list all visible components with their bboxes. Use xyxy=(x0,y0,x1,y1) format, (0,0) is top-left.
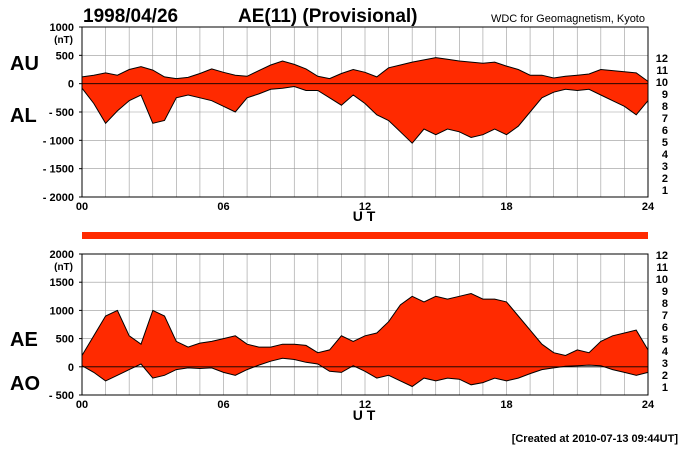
y-tick-label: 1000 xyxy=(50,22,74,34)
x-tick-label: 00 xyxy=(76,201,88,213)
y-tick-label: - 1000 xyxy=(43,135,74,147)
x-tick-label: 24 xyxy=(642,399,655,411)
x-tick-label: 06 xyxy=(217,399,229,411)
station-legend-5: 5 xyxy=(662,334,668,346)
y-unit-label: (nT) xyxy=(54,262,73,273)
y-tick-label: - 2000 xyxy=(43,192,74,204)
chart-title: AE(11) (Provisional) xyxy=(238,6,418,27)
envelope-fill xyxy=(82,57,648,144)
station-legend-10: 10 xyxy=(656,274,668,286)
station-legend-10: 10 xyxy=(656,77,668,89)
y-tick-label: - 1500 xyxy=(43,164,74,176)
station-legend-11: 11 xyxy=(656,262,668,274)
station-legend-12: 12 xyxy=(656,250,668,262)
station-legend-2: 2 xyxy=(662,370,668,382)
station-legend-11: 11 xyxy=(656,65,668,77)
series-line-ao xyxy=(81,357,649,388)
y-tick-label: - 500 xyxy=(49,390,74,402)
series-label-ae: AE xyxy=(10,329,38,351)
x-axis-label: U T xyxy=(353,407,376,423)
station-legend-2: 2 xyxy=(662,173,668,185)
y-tick-label: 1500 xyxy=(50,277,74,289)
station-legend-8: 8 xyxy=(662,298,668,310)
au-al-panel: (nT) AU AL U T 1000 500 0 - 500 - 1000 - 1500… xyxy=(10,22,655,224)
series-line-au xyxy=(81,57,649,82)
date-title: 1998/04/26 xyxy=(83,6,178,27)
x-tick-label: 12 xyxy=(359,201,371,213)
series-line-al xyxy=(81,85,649,144)
y-unit-label: (nT) xyxy=(54,35,73,46)
series-label-ao: AO xyxy=(10,373,40,395)
series-label-au: AU xyxy=(10,53,39,75)
station-legend-1: 1 xyxy=(662,382,668,394)
station-legend-7: 7 xyxy=(662,113,668,125)
station-legend-4: 4 xyxy=(662,149,669,161)
y-tick-label: - 500 xyxy=(49,107,74,119)
series-line-ae xyxy=(81,292,649,357)
station-legend-3: 3 xyxy=(662,358,668,370)
y-tick-label: 1000 xyxy=(50,305,74,317)
x-tick-label: 18 xyxy=(500,399,512,411)
station-legend-4: 4 xyxy=(662,346,669,358)
station-legend-6: 6 xyxy=(662,322,668,334)
y-tick-label: 500 xyxy=(56,50,74,62)
source-label: WDC for Geomagnetism, Kyoto xyxy=(491,13,645,25)
y-tick-label: 2000 xyxy=(50,249,74,261)
x-tick-label: 18 xyxy=(500,201,512,213)
plot-frame xyxy=(81,253,649,396)
x-tick-label: 12 xyxy=(359,399,371,411)
station-legend-8: 8 xyxy=(662,101,668,113)
x-axis-label: U T xyxy=(353,208,376,224)
data-coverage-bar xyxy=(82,232,648,239)
station-legend-5: 5 xyxy=(662,137,668,149)
station-legend-1: 1 xyxy=(662,185,668,197)
station-legend-3: 3 xyxy=(662,161,668,173)
station-legend-9: 9 xyxy=(662,286,668,298)
station-legend-6: 6 xyxy=(662,125,668,137)
station-legend-9: 9 xyxy=(662,89,668,101)
y-tick-label: 0 xyxy=(68,362,74,374)
station-legend-7: 7 xyxy=(662,310,668,322)
series-label-al: AL xyxy=(10,105,37,127)
y-tick-label: 500 xyxy=(56,334,74,346)
x-tick-label: 24 xyxy=(642,201,655,213)
x-tick-label: 06 xyxy=(217,201,229,213)
created-timestamp: [Created at 2010-07-13 09:44UT] xyxy=(512,433,679,445)
y-tick-label: 0 xyxy=(68,79,74,91)
station-legend-12: 12 xyxy=(656,53,668,65)
x-tick-label: 00 xyxy=(76,399,88,411)
envelope-fill xyxy=(82,293,648,387)
